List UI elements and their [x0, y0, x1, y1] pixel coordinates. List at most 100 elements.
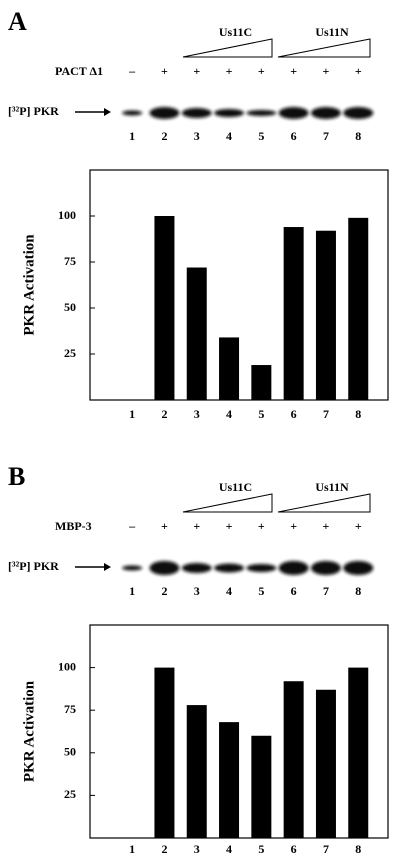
gel-band: [310, 561, 341, 575]
x-tick-label: 7: [323, 407, 329, 421]
group-label: Us11C: [219, 25, 252, 39]
gel-band: [122, 110, 143, 116]
blot-label: [³²P] PKR: [8, 104, 59, 118]
group-label: Us11C: [219, 480, 252, 494]
y-tick-label: 25: [64, 787, 76, 801]
lane-number: 6: [291, 584, 297, 598]
gel-band: [149, 107, 180, 119]
x-tick-label: 2: [161, 407, 167, 421]
arrow-head: [104, 563, 111, 571]
x-tick-label: 8: [355, 407, 361, 421]
y-tick-label: 50: [64, 300, 76, 314]
y-axis-label: PKR Activation: [21, 234, 37, 336]
gel-band: [343, 107, 374, 119]
bar: [251, 365, 272, 400]
lane-sign: +: [226, 519, 233, 533]
lane-number: 3: [194, 584, 200, 598]
lane-sign: +: [258, 519, 265, 533]
gel-band: [122, 565, 143, 571]
lane-number: 6: [291, 129, 297, 143]
x-tick-label: 1: [129, 407, 135, 421]
lane-number: 8: [355, 129, 361, 143]
panel-label: B: [8, 462, 25, 491]
y-tick-label: 25: [64, 346, 76, 360]
x-tick-label: 5: [258, 407, 264, 421]
gel-band: [278, 107, 309, 119]
treatment-label: MBP-3: [55, 519, 92, 533]
lane-sign: +: [323, 64, 330, 78]
lane-number: 8: [355, 584, 361, 598]
wedge: [277, 493, 371, 513]
y-tick-label: 75: [64, 254, 76, 268]
group-label: Us11N: [315, 480, 349, 494]
wedge: [182, 38, 273, 58]
lane-sign: +: [161, 519, 168, 533]
x-tick-label: 5: [258, 842, 264, 856]
bar: [315, 689, 336, 838]
bar: [186, 267, 207, 400]
lane-number: 7: [323, 584, 329, 598]
lane-sign: +: [161, 64, 168, 78]
gel-band: [246, 110, 277, 116]
lane-number: 2: [161, 129, 167, 143]
blot-label: [³²P] PKR: [8, 559, 59, 573]
x-tick-label: 6: [291, 407, 297, 421]
bar: [154, 216, 175, 400]
gel-band: [149, 561, 180, 575]
lane-number: 1: [129, 584, 135, 598]
x-tick-label: 3: [194, 407, 200, 421]
gel-band: [214, 563, 245, 573]
panel-label: A: [8, 7, 27, 36]
x-tick-label: 6: [291, 842, 297, 856]
treatment-label: PACT Δ1: [55, 64, 103, 78]
x-tick-label: 4: [226, 842, 232, 856]
lane-sign: +: [355, 64, 362, 78]
lane-sign: +: [323, 519, 330, 533]
gel-band: [214, 109, 245, 117]
bar: [251, 735, 272, 838]
bar: [186, 705, 207, 838]
y-tick-label: 75: [64, 702, 76, 716]
gel-band: [343, 561, 374, 575]
x-tick-label: 3: [194, 842, 200, 856]
lane-sign: +: [226, 64, 233, 78]
lane-sign: +: [355, 519, 362, 533]
lane-number: 2: [161, 584, 167, 598]
gel-band: [181, 563, 212, 573]
lane-sign: +: [193, 64, 200, 78]
lane-sign: +: [193, 519, 200, 533]
bar: [348, 217, 369, 400]
lane-sign: +: [258, 64, 265, 78]
arrow-head: [104, 108, 111, 116]
lane-number: 5: [258, 129, 264, 143]
y-axis-label: PKR Activation: [21, 680, 37, 782]
x-tick-label: 2: [161, 842, 167, 856]
lane-number: 1: [129, 129, 135, 143]
lane-number: 3: [194, 129, 200, 143]
wedge: [277, 38, 371, 58]
bar: [154, 667, 175, 838]
y-tick-label: 50: [64, 745, 76, 759]
lane-number: 4: [226, 129, 232, 143]
group-label: Us11N: [315, 25, 349, 39]
bar: [219, 337, 240, 400]
bar: [283, 681, 304, 838]
gel-band: [310, 107, 341, 119]
gel-band: [246, 564, 277, 572]
x-tick-label: 8: [355, 842, 361, 856]
lane-sign: –: [128, 519, 136, 533]
y-tick-label: 100: [58, 208, 76, 222]
lane-sign: –: [128, 64, 136, 78]
x-tick-label: 4: [226, 407, 232, 421]
lane-sign: +: [290, 519, 297, 533]
lane-number: 7: [323, 129, 329, 143]
gel-band: [181, 108, 212, 118]
bar: [315, 230, 336, 400]
lane-number: 5: [258, 584, 264, 598]
y-tick-label: 100: [58, 659, 76, 673]
bar: [348, 667, 369, 838]
gel-band: [278, 561, 309, 575]
bar: [283, 227, 304, 400]
wedge: [182, 493, 273, 513]
